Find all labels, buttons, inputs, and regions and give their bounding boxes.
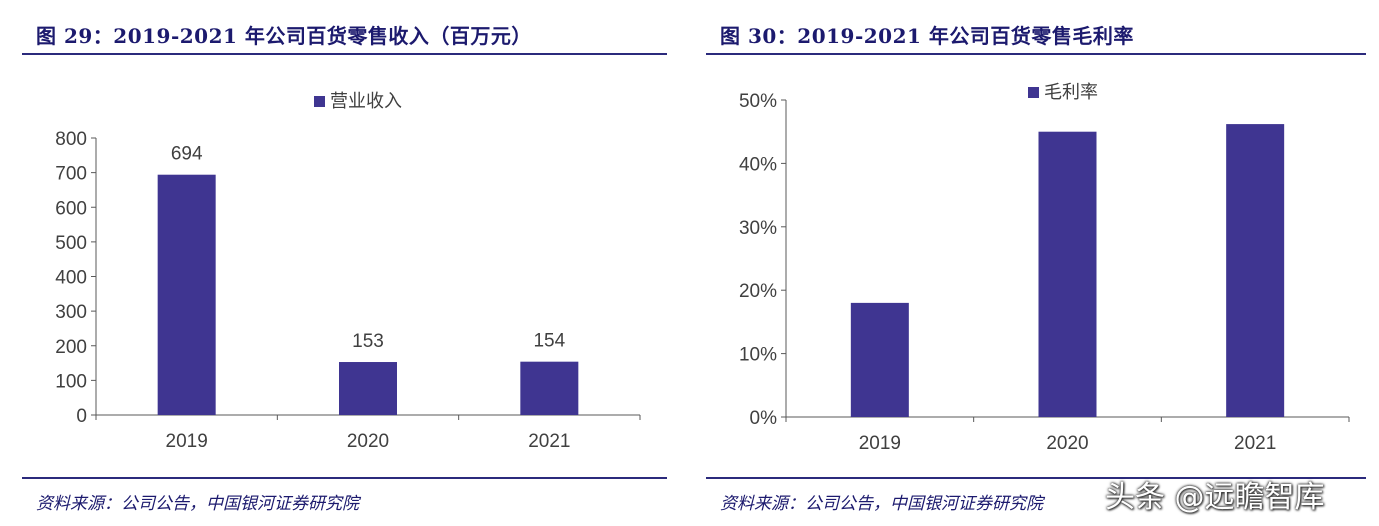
- left-title-rule: [22, 53, 667, 55]
- right-figure-title: 图 30：2019-2021 年公司百货零售毛利率: [720, 24, 1134, 48]
- y-tick-label: 100: [55, 371, 87, 392]
- right-figure-panel: 图 30：2019-2021 年公司百货零售毛利率 0% 10% 20% 30% 40%…: [706, 0, 1366, 526]
- data-label-2021: 154: [533, 331, 565, 352]
- revenue-bar-chart: 0 100 200 300 400 500 600 700 800 2019 694 2020 153 2…: [55, 91, 641, 452]
- y-tick-label: 200: [55, 337, 87, 358]
- legend-swatch: [314, 96, 325, 107]
- bar-2019: [850, 302, 909, 417]
- x-category-label: 2021: [1234, 433, 1276, 454]
- y-tick-label: 0: [76, 406, 87, 427]
- legend-label: 营业收入: [330, 91, 402, 111]
- x-category-label: 2019: [859, 433, 901, 454]
- y-tick-label: 700: [55, 164, 87, 185]
- left-figure-panel: 图 29：2019-2021 年公司百货零售收入（百万元） 0 100 200 300…: [22, 0, 667, 526]
- y-tick-label: 800: [55, 129, 87, 150]
- y-tick-label: 600: [55, 198, 87, 219]
- legend-label: 毛利率: [1044, 82, 1098, 102]
- bar-2020: [1038, 131, 1097, 417]
- right-source-rule: [706, 477, 1366, 479]
- bar-2020: [339, 362, 397, 415]
- y-tick-label: 40%: [739, 154, 777, 175]
- y-tick-label: 300: [55, 302, 87, 323]
- right-title-rule: [706, 53, 1366, 55]
- watermark-text: 头条 @远瞻智库: [1105, 480, 1325, 515]
- y-tick-label: 400: [55, 268, 87, 289]
- gross-margin-bar-chart: 0% 10% 20% 30% 40% 50% 2019 2020 2021 毛利率: [739, 82, 1350, 454]
- left-source-rule: [22, 477, 667, 479]
- right-source-note: 资料来源：公司公告，中国银河证券研究院: [720, 494, 1043, 514]
- y-tick-label: 20%: [739, 281, 777, 302]
- left-figure-title: 图 29：2019-2021 年公司百货零售收入（百万元）: [36, 24, 532, 48]
- legend-swatch: [1028, 87, 1039, 98]
- y-tick-label: 10%: [739, 345, 777, 366]
- x-category-label: 2019: [166, 431, 208, 452]
- data-label-2020: 153: [352, 331, 384, 352]
- bar-2019: [157, 174, 216, 415]
- bar-2021: [520, 361, 579, 415]
- y-tick-label: 500: [55, 233, 87, 254]
- y-tick-label: 0%: [750, 408, 778, 429]
- x-category-label: 2021: [528, 431, 570, 452]
- y-tick-label: 50%: [739, 91, 777, 112]
- data-label-2019: 694: [171, 144, 203, 165]
- bar-2021: [1226, 124, 1285, 417]
- left-source-note: 资料来源：公司公告，中国银河证券研究院: [36, 494, 359, 514]
- x-category-label: 2020: [347, 431, 389, 452]
- y-tick-label: 30%: [739, 218, 777, 239]
- x-category-label: 2020: [1046, 433, 1088, 454]
